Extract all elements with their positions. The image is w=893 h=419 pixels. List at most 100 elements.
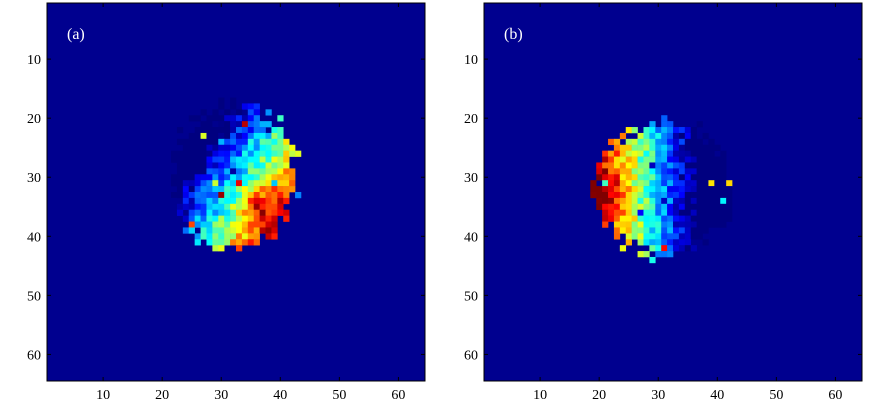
heatmap-cell bbox=[194, 132, 201, 140]
heatmap-cell bbox=[253, 174, 260, 181]
heatmap-cell bbox=[684, 174, 692, 181]
heatmap-cell bbox=[194, 156, 201, 163]
heatmap-cell bbox=[218, 97, 225, 104]
heatmap-cell bbox=[673, 209, 680, 216]
heatmap-cell bbox=[212, 115, 219, 122]
heatmap-cell bbox=[224, 115, 231, 122]
heatmap-cell bbox=[206, 168, 213, 175]
heatmap-cell bbox=[236, 239, 243, 246]
heatmap-cell bbox=[230, 227, 237, 234]
heatmap-cell bbox=[619, 174, 627, 181]
heatmap-cell bbox=[265, 156, 272, 163]
heatmap-cell bbox=[212, 180, 219, 187]
x-tick-label: 30 bbox=[214, 388, 228, 403]
heatmap-cell bbox=[212, 150, 219, 157]
heatmap-cell bbox=[259, 227, 266, 234]
heatmap-cell bbox=[271, 227, 278, 234]
heatmap-cell bbox=[176, 168, 184, 175]
heatmap-cell bbox=[271, 221, 278, 228]
heatmap-cell bbox=[661, 239, 668, 246]
heatmap-cell bbox=[590, 192, 597, 199]
heatmap-cell bbox=[241, 197, 249, 205]
heatmap-cell bbox=[265, 197, 272, 205]
heatmap-cell bbox=[241, 239, 249, 246]
heatmap-cell bbox=[708, 144, 715, 151]
heatmap-cell bbox=[655, 186, 662, 193]
heatmap-cell bbox=[673, 168, 680, 175]
heatmap-cell bbox=[661, 115, 668, 122]
heatmap-cell bbox=[236, 121, 243, 128]
heatmap-cell bbox=[684, 233, 692, 240]
heatmap-cell bbox=[637, 132, 644, 140]
heatmap-cell bbox=[289, 168, 296, 175]
heatmap-cell bbox=[602, 156, 609, 163]
heatmap-cell bbox=[218, 115, 225, 122]
heatmap-cell bbox=[608, 174, 615, 181]
heatmap-cell bbox=[726, 197, 733, 205]
heatmap-cell bbox=[171, 174, 178, 181]
heatmap-cell bbox=[643, 233, 650, 240]
heatmap-cell bbox=[236, 138, 243, 146]
heatmap-cell bbox=[678, 174, 686, 181]
heatmap-cell bbox=[637, 156, 644, 163]
heatmap-cell bbox=[602, 197, 609, 205]
heatmap-cell bbox=[655, 209, 662, 216]
heatmap-cell bbox=[236, 197, 243, 205]
heatmap-cell bbox=[176, 174, 184, 181]
heatmap-cell bbox=[667, 221, 674, 228]
heatmap-cell bbox=[625, 144, 632, 151]
heatmap-cell bbox=[613, 156, 621, 163]
heatmap-cell bbox=[236, 192, 243, 199]
heatmap-cell bbox=[655, 233, 662, 240]
heatmap-cell bbox=[649, 127, 656, 134]
heatmap-cell bbox=[631, 162, 638, 169]
heatmap-cell bbox=[236, 109, 243, 116]
heatmap-cell bbox=[188, 192, 195, 199]
heatmap-cell bbox=[230, 186, 237, 193]
heatmap-cell bbox=[690, 180, 697, 187]
heatmap-cell bbox=[643, 192, 650, 199]
heatmap-cell bbox=[649, 245, 656, 252]
heatmap-cell bbox=[643, 215, 650, 222]
heatmap-cell bbox=[230, 197, 237, 205]
heatmap-cell bbox=[726, 203, 733, 211]
heatmap-cell bbox=[667, 144, 674, 151]
heatmap-cell bbox=[649, 174, 656, 181]
heatmap-cell bbox=[182, 168, 190, 175]
heatmap-cell bbox=[608, 186, 615, 193]
heatmap-cell bbox=[667, 209, 674, 216]
heatmap-cell bbox=[218, 197, 225, 205]
heatmap-cell bbox=[236, 162, 243, 169]
heatmap-cell bbox=[182, 174, 190, 181]
heatmap-cell bbox=[625, 221, 632, 228]
heatmap-cell bbox=[613, 150, 621, 157]
heatmap-cell bbox=[182, 180, 190, 187]
heatmap-cell bbox=[649, 221, 656, 228]
heatmap-cell bbox=[690, 197, 697, 205]
heatmap-cell bbox=[655, 174, 662, 181]
heatmap-cell bbox=[661, 162, 668, 169]
heatmap-cell bbox=[684, 221, 692, 228]
heatmap-cell bbox=[696, 174, 703, 181]
heatmap-cell bbox=[625, 174, 632, 181]
heatmap-cell bbox=[283, 174, 290, 181]
heatmap-cell bbox=[182, 192, 190, 199]
heatmap-cell bbox=[247, 156, 255, 163]
heatmap-cell bbox=[661, 192, 668, 199]
heatmap-cell bbox=[613, 203, 621, 211]
heatmap-cell bbox=[230, 150, 237, 157]
heatmap-cell bbox=[684, 156, 692, 163]
heatmap-cell bbox=[708, 180, 715, 187]
heatmap-cell bbox=[241, 115, 249, 122]
heatmap-cell bbox=[661, 221, 668, 228]
heatmap-cell bbox=[212, 203, 219, 211]
heatmap-cell bbox=[673, 180, 680, 187]
heatmap-cell bbox=[720, 215, 727, 222]
heatmap-cell bbox=[631, 156, 638, 163]
y-tick-label: 50 bbox=[27, 289, 41, 304]
heatmap-cell bbox=[200, 144, 207, 151]
y-tick-label: 20 bbox=[27, 112, 41, 127]
heatmap-cell bbox=[230, 239, 237, 246]
heatmap-cell bbox=[667, 239, 674, 246]
heatmap-cell bbox=[206, 233, 213, 240]
